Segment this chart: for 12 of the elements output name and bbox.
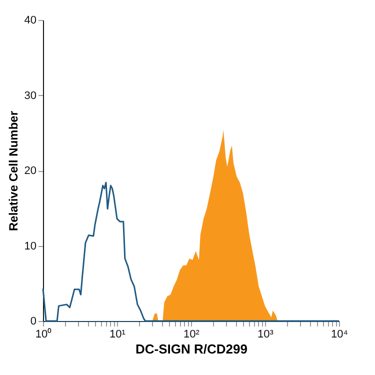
x-tick-label: 10² (184, 328, 200, 340)
y-tick-label: 30 (24, 90, 36, 102)
y-tick-label: 40 (24, 14, 36, 26)
x-tick-label: 10⁰ (35, 328, 52, 340)
x-tick-label: 10¹ (110, 328, 126, 340)
x-tick-label: 10⁴ (331, 328, 348, 340)
y-tick-label: 10 (24, 240, 36, 252)
y-tick-label: 20 (24, 165, 36, 177)
x-axis-title: DC-SIGN R/CD299 (136, 342, 248, 356)
y-tick-label: 0 (30, 316, 36, 328)
y-axis-title: Relative Cell Number (6, 110, 20, 232)
x-tick-label: 10³ (258, 328, 274, 340)
